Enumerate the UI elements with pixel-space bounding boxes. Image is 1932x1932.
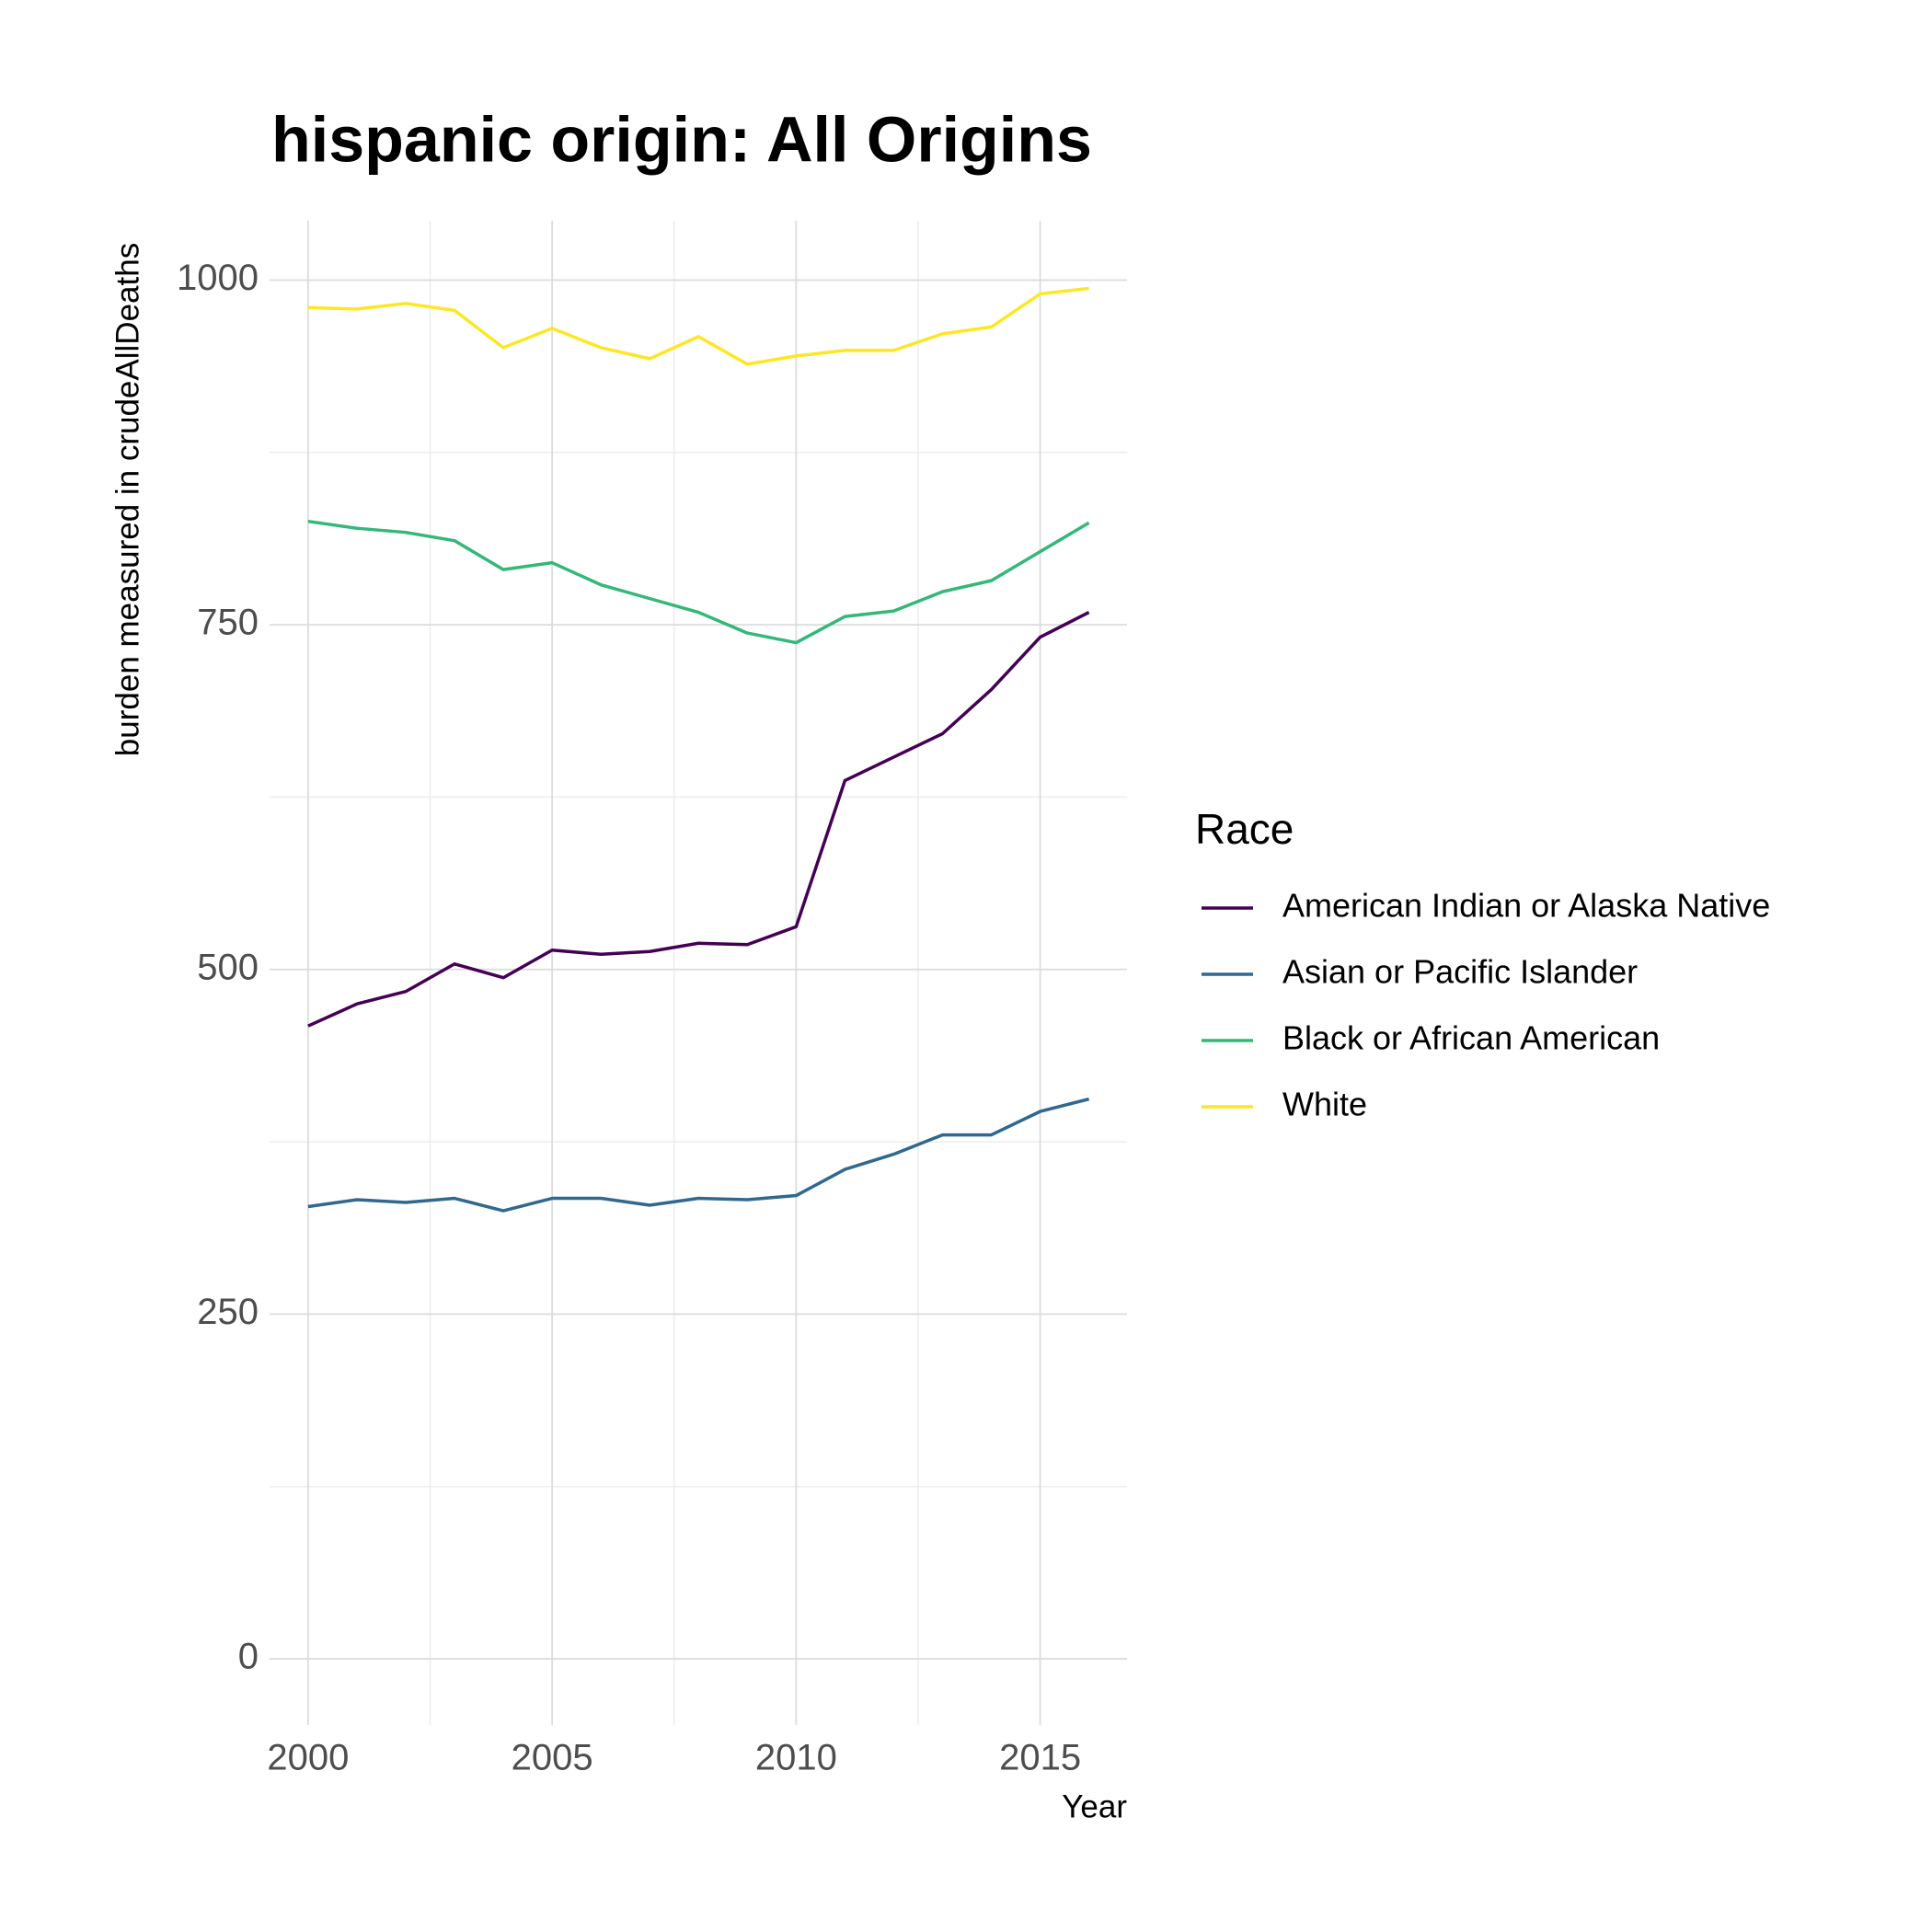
x-tick-label: 2005 (512, 1738, 593, 1778)
y-tick-label: 250 (197, 1292, 259, 1332)
y-tick-label: 0 (238, 1637, 259, 1677)
y-tick-label: 500 (197, 947, 259, 987)
legend-label: American Indian or Alaska Native (1282, 887, 1770, 925)
series-line (307, 1097, 1090, 1213)
legend-label: Asian or Pacific Islander (1282, 953, 1638, 991)
series-line (307, 286, 1089, 366)
legend-label: White (1282, 1086, 1367, 1123)
legend-title: Race (1195, 805, 1294, 853)
y-tick-label: 750 (197, 603, 259, 643)
legend-label: Black or African American (1282, 1019, 1660, 1057)
x-axis-label: Year (1062, 1788, 1127, 1824)
x-tick-label: 2015 (999, 1738, 1081, 1778)
chart-title: hispanic origin: All Origins (271, 103, 1092, 175)
y-axis-label: burden measured in crudeAllDeaths (109, 243, 145, 756)
series-line (307, 519, 1090, 645)
y-tick-label: 1000 (177, 258, 259, 298)
x-tick-label: 2000 (267, 1738, 349, 1778)
x-tick-label: 2010 (755, 1738, 837, 1778)
series-line (307, 611, 1090, 1028)
